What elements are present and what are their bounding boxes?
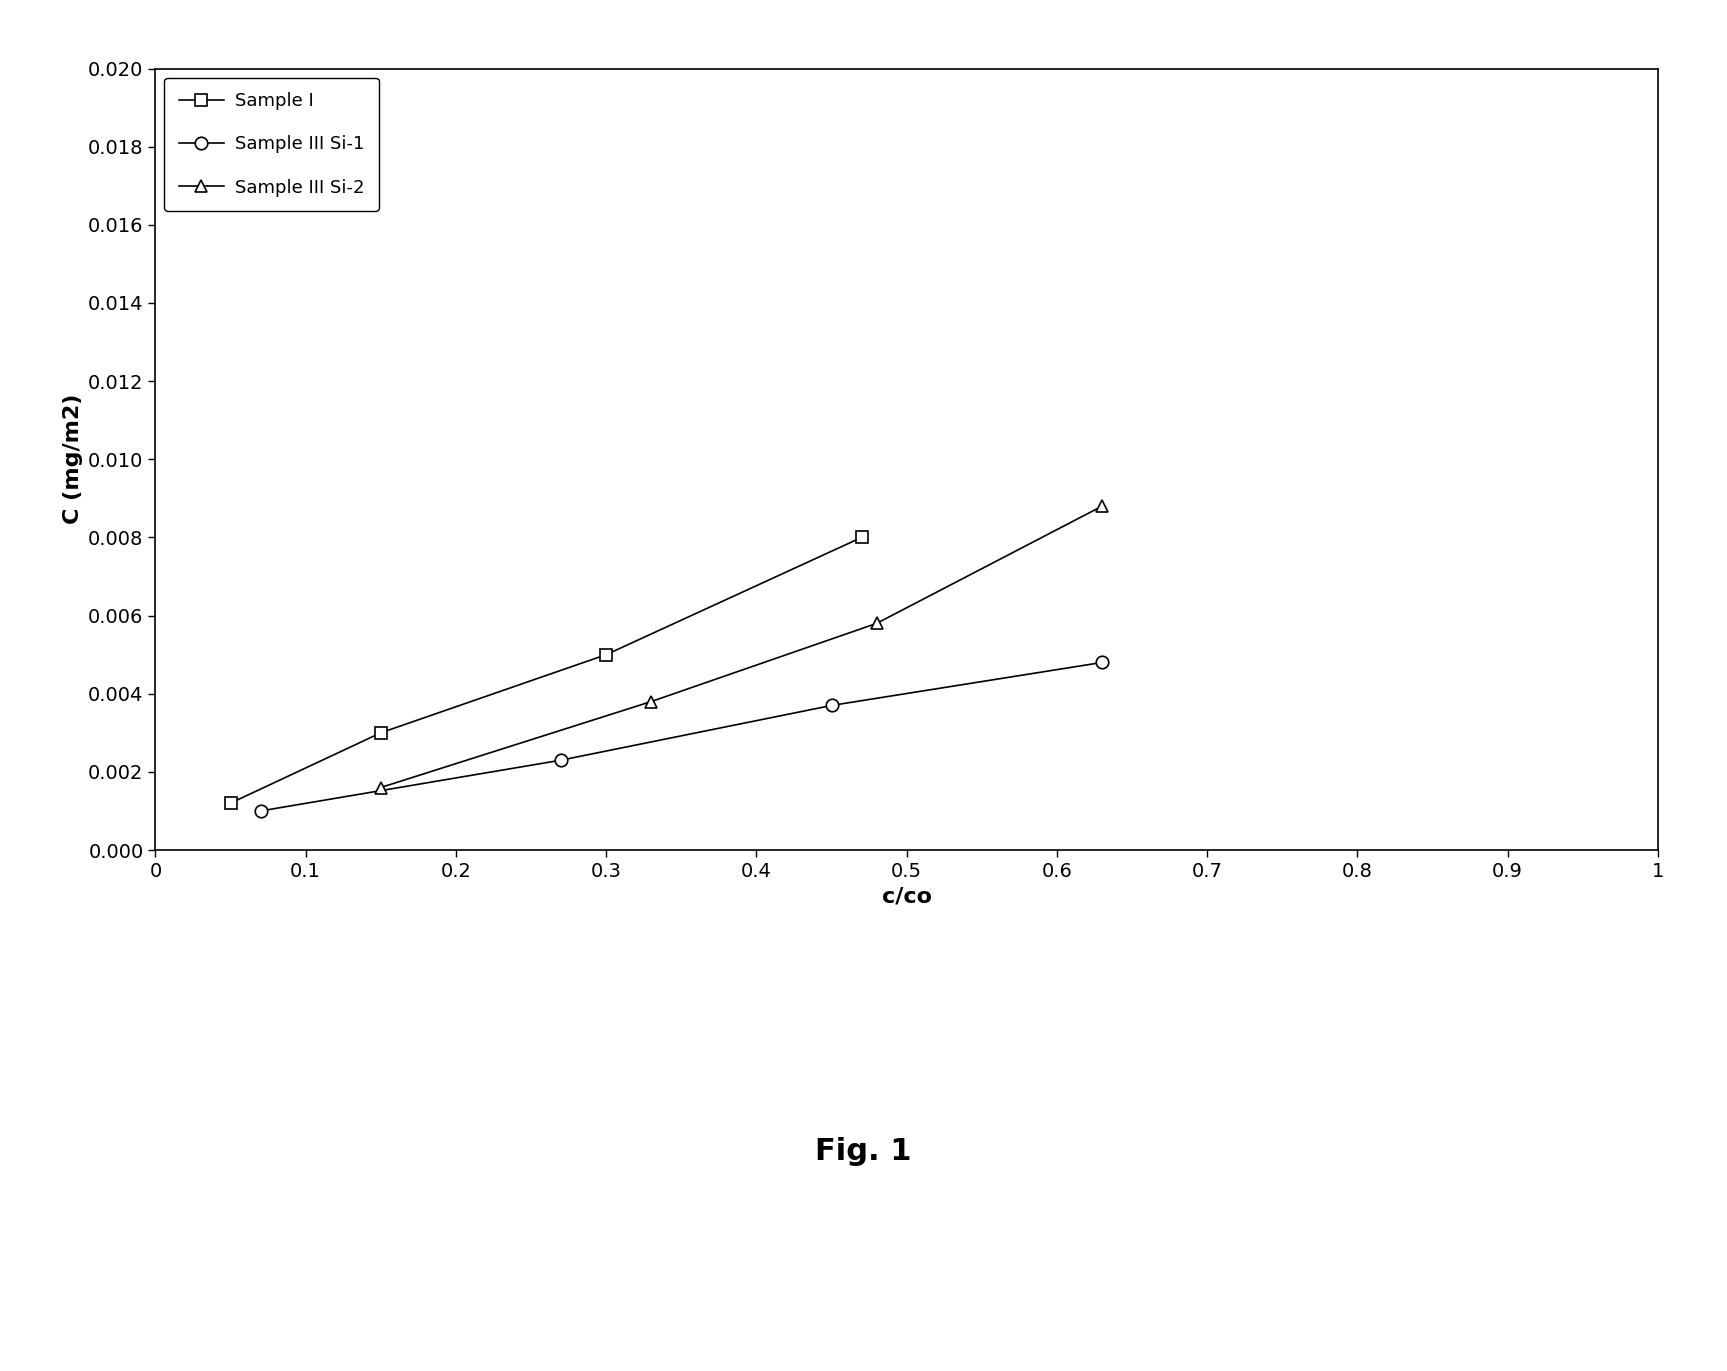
X-axis label: c/co: c/co bbox=[882, 887, 931, 906]
Sample III Si-1 bbox=[1091, 654, 1112, 670]
Sample III Si-1 bbox=[250, 803, 271, 820]
Sample I bbox=[221, 795, 242, 812]
Line: Sample III Si-2: Sample III Si-2 bbox=[375, 500, 1109, 794]
Sample III Si-2 bbox=[867, 616, 888, 632]
Sample I bbox=[851, 529, 872, 546]
Text: Fig. 1: Fig. 1 bbox=[815, 1137, 912, 1167]
Line: Sample III Si-1: Sample III Si-1 bbox=[254, 657, 1109, 817]
Sample III Si-1 bbox=[820, 698, 841, 714]
Legend: Sample I, Sample III Si-1, Sample III Si-2: Sample I, Sample III Si-1, Sample III Si… bbox=[164, 78, 378, 211]
Line: Sample I: Sample I bbox=[225, 531, 869, 809]
Sample III Si-2 bbox=[641, 694, 661, 710]
Sample I bbox=[596, 646, 617, 662]
Sample III Si-2 bbox=[370, 779, 390, 795]
Sample III Si-2 bbox=[1091, 498, 1112, 514]
Sample III Si-1 bbox=[551, 751, 572, 768]
Y-axis label: C (mg/m2): C (mg/m2) bbox=[62, 393, 83, 525]
Sample I bbox=[370, 724, 390, 740]
